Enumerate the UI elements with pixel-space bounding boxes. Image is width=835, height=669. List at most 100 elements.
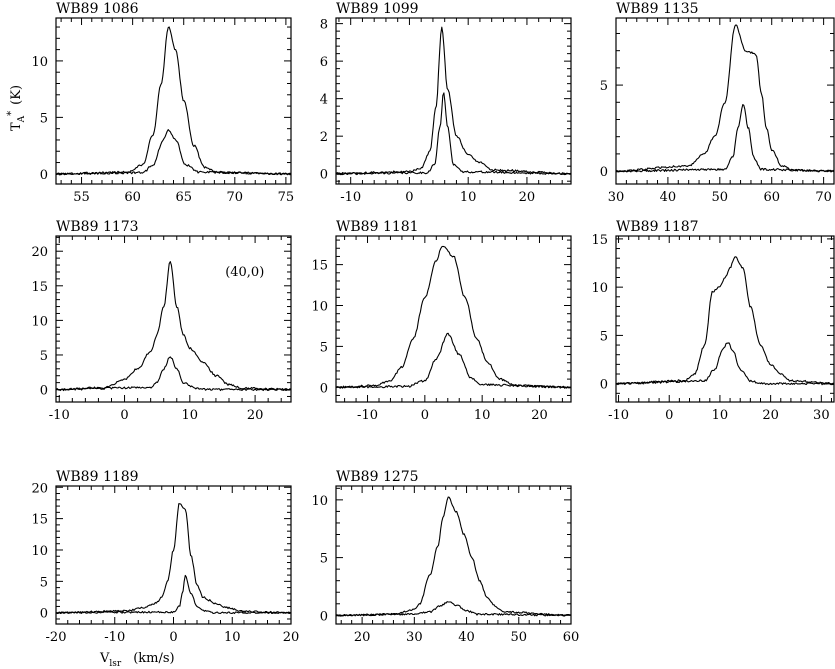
x-tick-label: 20 — [283, 630, 300, 645]
y-tick-label: 0 — [320, 609, 328, 624]
y-tick-label: 5 — [40, 575, 48, 590]
x-tick-label: 60 — [763, 190, 780, 205]
x-tick-label: 30 — [608, 190, 625, 205]
y-tick-label: 0 — [600, 165, 608, 180]
x-tick-label: 30 — [813, 408, 830, 423]
x-tick-label: 70 — [227, 190, 244, 205]
plot-frame — [55, 235, 292, 403]
x-tick-label: 50 — [511, 630, 528, 645]
y-tick-label: 0 — [40, 384, 48, 399]
y-tick-label: 10 — [311, 494, 328, 509]
x-tick-label: 40 — [458, 630, 475, 645]
panel-title: WB89 1099 — [336, 1, 419, 17]
spectrum-panel: WB89 1275 20 30 40 50 60 0 5 10 — [311, 469, 579, 645]
y-tick-label: 10 — [591, 281, 608, 296]
x-tick-label: 10 — [474, 408, 491, 423]
y-axis-label-sup: * — [6, 111, 17, 116]
spectrum-line — [615, 256, 835, 386]
spectrum-panel: WB89 1181 -10 0 10 20 0 5 10 15 — [311, 219, 572, 423]
y-tick-label: 8 — [320, 18, 328, 33]
x-tick-label: -10 — [104, 630, 125, 645]
spectrum-line — [55, 503, 292, 615]
y-tick-label: 20 — [31, 245, 48, 260]
y-tick-label: 5 — [40, 111, 48, 126]
y-tick-label: 0 — [600, 378, 608, 393]
y-tick-label: 10 — [31, 314, 48, 329]
x-axis-label-main: V — [99, 651, 110, 666]
y-tick-label: 20 — [31, 481, 48, 496]
spectrum-line — [55, 129, 292, 176]
spectrum-line — [615, 342, 835, 386]
panel-annotation: (40,0) — [225, 265, 264, 280]
y-tick-label: 0 — [40, 168, 48, 183]
x-tick-label: -20 — [46, 630, 67, 645]
panel-title: WB89 1173 — [56, 219, 139, 235]
x-tick-label: 20 — [354, 630, 371, 645]
plot-frame — [615, 17, 835, 185]
x-tick-label: 0 — [421, 408, 429, 423]
y-tick-label: 4 — [320, 93, 328, 108]
y-tick-label: 15 — [31, 513, 48, 528]
x-tick-label: 20 — [762, 408, 779, 423]
x-tick-label: 55 — [73, 190, 90, 205]
y-tick-label: 10 — [31, 55, 48, 70]
y-tick-label: 10 — [311, 300, 328, 315]
x-tick-label: 30 — [406, 630, 423, 645]
y-tick-label: 10 — [31, 544, 48, 559]
y-axis-label-unit: (K) — [9, 85, 24, 105]
spectrum-panel: WB89 1099 -10 0 10 20 0 2 4 6 8 — [320, 1, 572, 205]
spectrum-line — [335, 26, 572, 176]
spectrum-line — [55, 574, 292, 615]
y-tick-label: 0 — [320, 381, 328, 396]
x-tick-label: 20 — [247, 408, 264, 423]
plot-frame — [335, 17, 572, 185]
spectrum-line — [335, 601, 572, 617]
x-tick-label: 10 — [460, 190, 477, 205]
x-tick-label: 0 — [120, 408, 128, 423]
spectrum-line — [615, 24, 835, 173]
y-tick-label: 5 — [40, 349, 48, 364]
x-tick-label: 50 — [712, 190, 729, 205]
spectrum-line — [55, 26, 292, 176]
plot-frame — [55, 485, 292, 625]
x-tick-label: -10 — [340, 190, 361, 205]
x-tick-label: 0 — [169, 630, 177, 645]
spectrum-panel: WB89 1135 30 40 50 60 70 0 5 — [600, 1, 835, 205]
spectrum-line — [335, 496, 572, 617]
spectrum-line — [335, 92, 572, 176]
x-tick-label: 10 — [712, 408, 729, 423]
spectrum-line — [55, 261, 292, 391]
panel-title: WB89 1275 — [336, 469, 419, 485]
panel-title: WB89 1189 — [56, 469, 139, 485]
x-axis-label-unit: (km/s) — [133, 651, 174, 666]
spectrum-line — [335, 245, 572, 389]
x-tick-label: -10 — [608, 408, 629, 423]
x-tick-label: 65 — [175, 190, 192, 205]
plot-frame — [335, 235, 572, 403]
y-tick-label: 6 — [320, 55, 328, 70]
x-tick-label: 20 — [519, 190, 536, 205]
x-tick-label: 0 — [665, 408, 673, 423]
spectrum-panel: WB89 1189 -20 -10 0 10 20 0 5 10 15 20 — [31, 469, 299, 645]
x-tick-label: -10 — [49, 408, 70, 423]
x-tick-label: 70 — [815, 190, 832, 205]
x-tick-label: 75 — [278, 190, 295, 205]
y-axis-label: TA* (K) — [6, 85, 27, 131]
x-tick-label: 60 — [124, 190, 141, 205]
y-tick-label: 5 — [320, 340, 328, 355]
y-axis-label-sub: A — [17, 115, 27, 123]
y-tick-label: 5 — [320, 552, 328, 567]
x-tick-label: 0 — [405, 190, 413, 205]
y-tick-label: 15 — [311, 259, 328, 274]
panel-title: WB89 1181 — [336, 219, 419, 235]
y-tick-label: 0 — [40, 607, 48, 622]
plot-frame — [615, 235, 835, 403]
y-tick-label: 15 — [31, 280, 48, 295]
y-axis-label-main: T — [9, 122, 24, 131]
spectrum-line — [615, 104, 835, 173]
y-tick-label: 5 — [600, 329, 608, 344]
x-tick-label: 10 — [182, 408, 199, 423]
